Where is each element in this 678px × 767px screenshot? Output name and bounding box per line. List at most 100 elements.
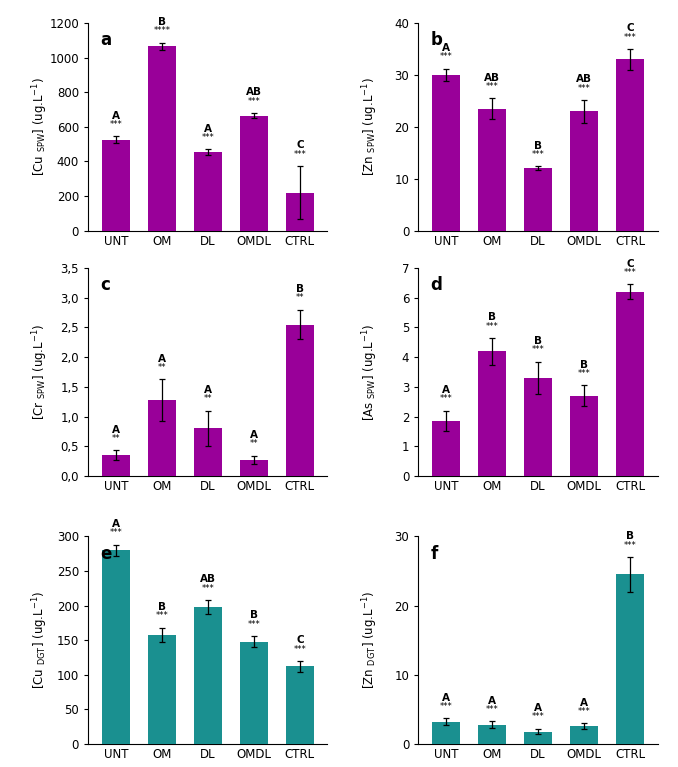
- Bar: [616, 59, 644, 231]
- Text: B: B: [534, 336, 542, 346]
- Text: A: A: [580, 698, 588, 708]
- Text: **: **: [157, 363, 166, 372]
- Text: [Cu $_{\rm SPW}$] (ug.L$^{-1}$): [Cu $_{\rm SPW}$] (ug.L$^{-1}$): [31, 77, 50, 176]
- Bar: [148, 634, 176, 744]
- Text: A: A: [112, 110, 120, 121]
- Text: d: d: [431, 276, 442, 295]
- Text: ***: ***: [624, 541, 637, 550]
- Text: [Cr $_{\rm SPW}$] (ug.L$^{-1}$): [Cr $_{\rm SPW}$] (ug.L$^{-1}$): [31, 324, 50, 420]
- Y-axis label: [Cr $_{\rm SPW}$ ] (ug.L$^{-1}$): [Cr $_{\rm SPW}$ ] (ug.L$^{-1}$): [0, 766, 1, 767]
- Text: A: A: [112, 425, 120, 435]
- Bar: [286, 193, 314, 231]
- Bar: [432, 722, 460, 744]
- Bar: [240, 460, 268, 476]
- Text: A: A: [204, 385, 212, 395]
- Text: **: **: [203, 394, 212, 403]
- Bar: [432, 421, 460, 476]
- Text: ***: ***: [439, 52, 452, 61]
- Bar: [478, 109, 506, 231]
- Text: A: A: [488, 696, 496, 706]
- Text: A: A: [204, 123, 212, 133]
- Bar: [478, 351, 506, 476]
- Text: AB: AB: [246, 87, 262, 97]
- Text: [As $_{\rm SPW}$] (ug.L$^{-1}$): [As $_{\rm SPW}$] (ug.L$^{-1}$): [361, 323, 380, 421]
- Text: AB: AB: [484, 73, 500, 83]
- Text: ***: ***: [247, 620, 260, 629]
- Bar: [102, 455, 129, 476]
- Bar: [102, 550, 129, 744]
- Text: B: B: [296, 284, 304, 294]
- Text: ***: ***: [532, 345, 544, 354]
- Text: ***: ***: [294, 644, 306, 653]
- Text: b: b: [431, 31, 442, 49]
- Text: ***: ***: [201, 133, 214, 142]
- Text: ***: ***: [578, 369, 591, 378]
- Bar: [616, 292, 644, 476]
- Text: B: B: [250, 611, 258, 621]
- Text: A: A: [250, 430, 258, 440]
- Text: C: C: [626, 24, 634, 34]
- Text: B: B: [158, 602, 165, 612]
- Text: a: a: [100, 31, 111, 49]
- Text: C: C: [626, 259, 634, 269]
- Bar: [194, 429, 222, 476]
- Bar: [478, 725, 506, 744]
- Text: ***: ***: [155, 611, 168, 621]
- Text: B: B: [626, 532, 634, 542]
- Y-axis label: [As $_{\rm SPW}$ ] (ug.L$^{-1}$): [As $_{\rm SPW}$ ] (ug.L$^{-1}$): [0, 766, 1, 767]
- Y-axis label: [Zn $_{\rm DGT}$ ] (ug.L$^{-1}$): [Zn $_{\rm DGT}$ ] (ug.L$^{-1}$): [0, 766, 1, 767]
- Y-axis label: [Cu $_{\rm DGT}$ ] (ug.L$^{-1}$): [Cu $_{\rm DGT}$ ] (ug.L$^{-1}$): [0, 766, 1, 767]
- Text: ***: ***: [532, 713, 544, 722]
- Bar: [570, 396, 598, 476]
- Text: A: A: [442, 43, 450, 53]
- Bar: [570, 111, 598, 231]
- Bar: [286, 667, 314, 744]
- Text: AB: AB: [576, 74, 592, 84]
- Text: [Zn $_{\rm SPW}$] (ug.L$^{-1}$): [Zn $_{\rm SPW}$] (ug.L$^{-1}$): [361, 77, 380, 176]
- Text: ***: ***: [439, 394, 452, 403]
- Text: [Zn $_{\rm DGT}$] (ug.L$^{-1}$): [Zn $_{\rm DGT}$] (ug.L$^{-1}$): [361, 591, 380, 690]
- Bar: [102, 140, 129, 231]
- Text: A: A: [534, 703, 542, 713]
- Text: ***: ***: [439, 702, 452, 711]
- Text: ****: ****: [153, 26, 170, 35]
- Text: AB: AB: [200, 574, 216, 584]
- Bar: [194, 152, 222, 231]
- Text: B: B: [580, 360, 588, 370]
- Text: A: A: [158, 354, 165, 364]
- Text: ***: ***: [578, 707, 591, 716]
- Text: B: B: [158, 17, 165, 27]
- Bar: [524, 378, 552, 476]
- Text: [Cu $_{\rm DGT}$] (ug.L$^{-1}$): [Cu $_{\rm DGT}$] (ug.L$^{-1}$): [31, 591, 50, 690]
- Text: ***: ***: [485, 705, 498, 714]
- Text: C: C: [296, 635, 304, 645]
- Bar: [524, 169, 552, 231]
- Text: c: c: [100, 276, 110, 295]
- Bar: [148, 46, 176, 231]
- Text: A: A: [442, 693, 450, 703]
- Text: ***: ***: [624, 268, 637, 277]
- Bar: [286, 324, 314, 476]
- Text: ***: ***: [201, 584, 214, 593]
- Text: A: A: [442, 385, 450, 395]
- Text: ***: ***: [624, 33, 637, 41]
- Text: e: e: [100, 545, 111, 562]
- Text: **: **: [250, 439, 258, 449]
- Y-axis label: [Zn $_{\rm SPW}$ ] (ug.L$^{-1}$): [Zn $_{\rm SPW}$ ] (ug.L$^{-1}$): [0, 766, 1, 767]
- Bar: [240, 641, 268, 744]
- Text: **: **: [296, 294, 304, 302]
- Text: **: **: [111, 434, 120, 443]
- Text: B: B: [488, 312, 496, 322]
- Text: f: f: [431, 545, 437, 562]
- Bar: [194, 607, 222, 744]
- Text: ***: ***: [532, 150, 544, 159]
- Text: ***: ***: [109, 120, 122, 129]
- Bar: [616, 574, 644, 744]
- Text: C: C: [296, 140, 304, 150]
- Bar: [240, 116, 268, 231]
- Bar: [432, 75, 460, 231]
- Text: ***: ***: [294, 150, 306, 159]
- Text: ***: ***: [109, 528, 122, 538]
- Bar: [524, 732, 552, 744]
- Bar: [148, 400, 176, 476]
